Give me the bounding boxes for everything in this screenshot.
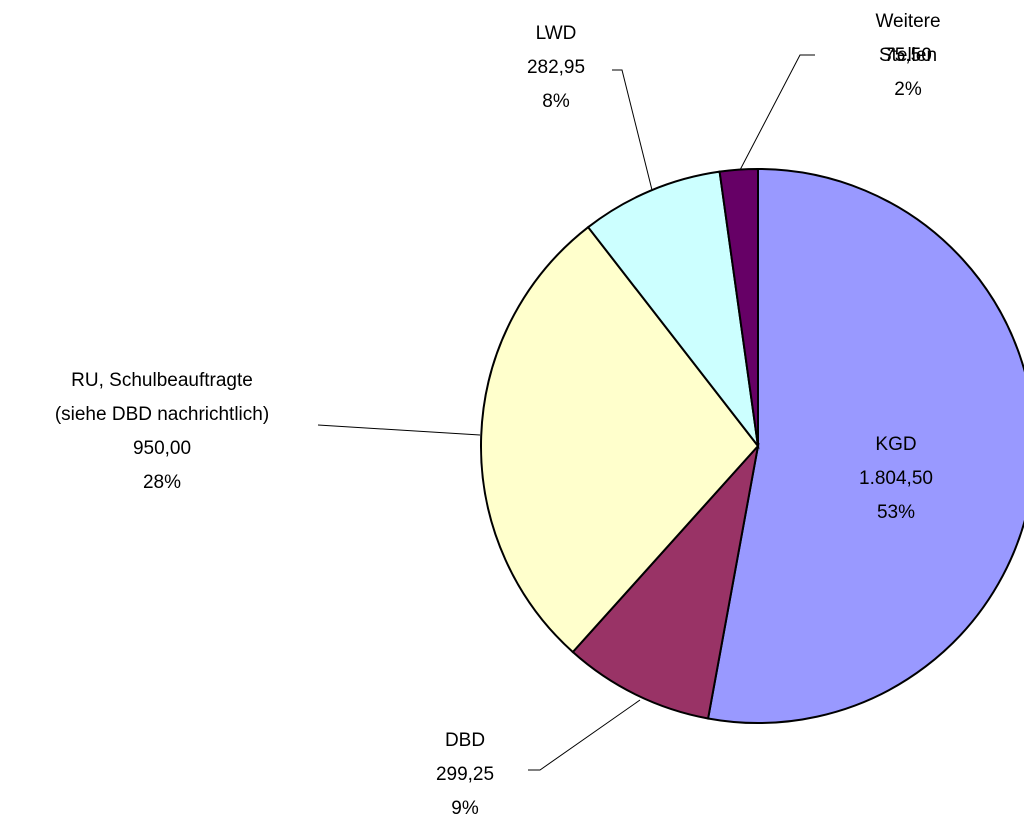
slice-value: 1.804,50	[859, 468, 933, 489]
slice-label: LWD	[535, 23, 577, 44]
slice-value: 299,25	[435, 764, 495, 785]
leader-line	[739, 54, 815, 171]
pie-slice	[571, 442, 760, 720]
slice-percent: 8%	[542, 91, 570, 112]
leader-line	[612, 69, 653, 191]
pie-slice	[706, 167, 1024, 724]
slice-percent: 28%	[142, 472, 182, 493]
slice-value: 75,50	[884, 45, 932, 66]
slice-value: 282,95	[526, 57, 586, 78]
pie-slice	[718, 167, 759, 447]
slice-label: Weitere Stellen	[875, 11, 941, 66]
slice-percent: 53%	[876, 502, 916, 523]
leader-line	[528, 699, 641, 771]
slice-percent: 2%	[894, 79, 922, 100]
slice-percent: 9%	[451, 798, 479, 819]
pie-slice	[586, 170, 760, 450]
leader-line	[317, 424, 481, 436]
slice-label: RU, Schulbeauftragte (siehe DBD nachrich…	[54, 370, 270, 425]
pie-slice	[480, 225, 760, 654]
slice-value: 950,00	[132, 438, 192, 459]
slice-label: KGD	[875, 434, 917, 455]
slice-label: DBD	[444, 730, 486, 751]
